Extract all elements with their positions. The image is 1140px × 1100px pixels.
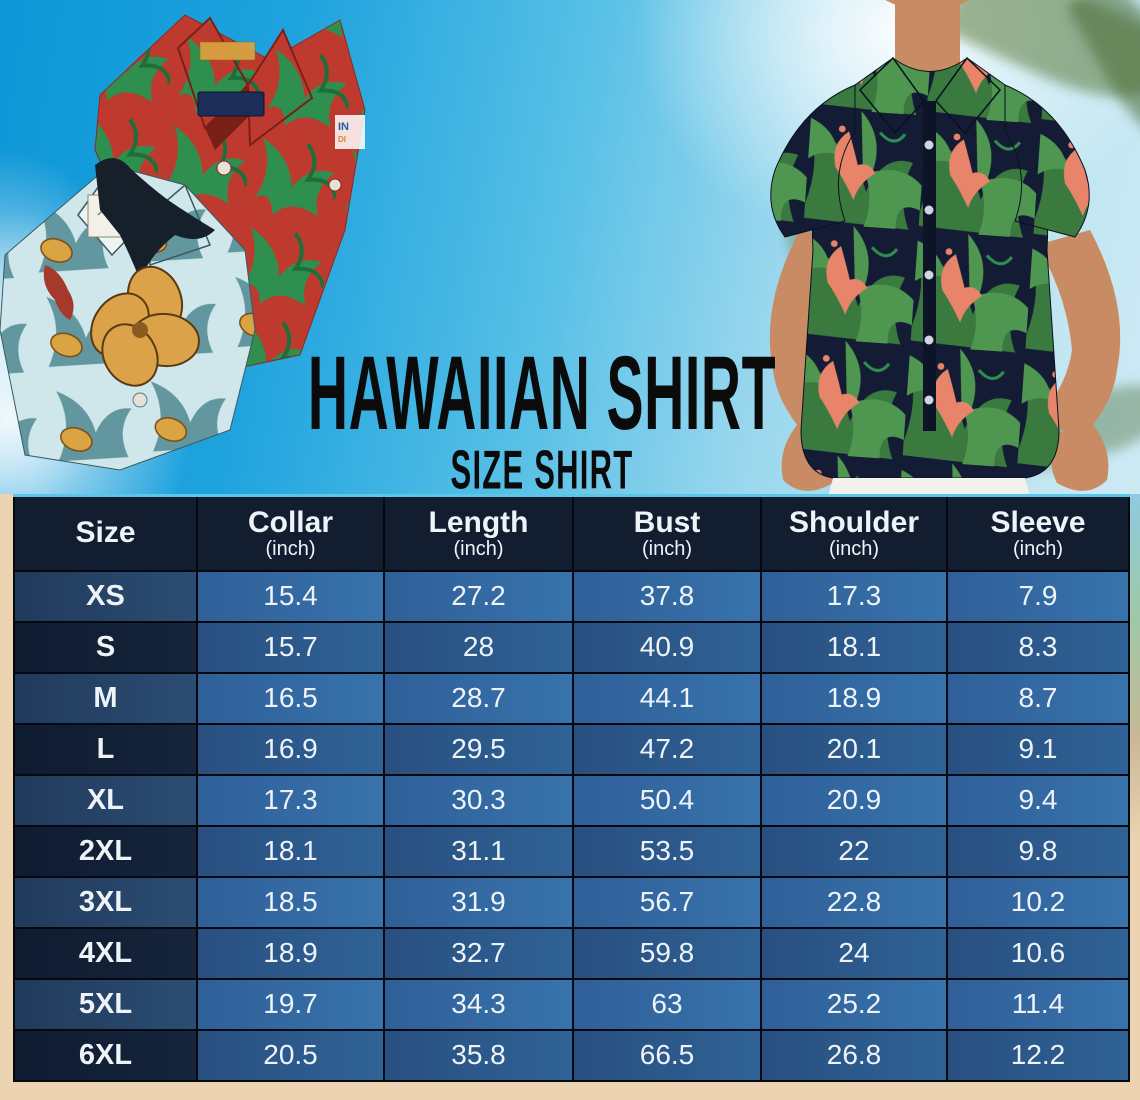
svg-text:IN: IN bbox=[338, 121, 349, 133]
svg-text:DI: DI bbox=[338, 135, 346, 144]
